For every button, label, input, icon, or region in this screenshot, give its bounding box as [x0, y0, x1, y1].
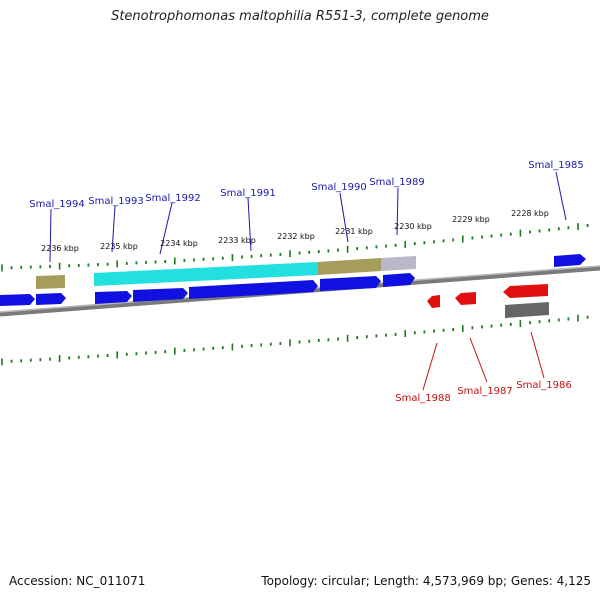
- gene-label-smal-1994: Smal_1994: [29, 199, 84, 210]
- scale-label: 2232 kbp: [277, 232, 315, 241]
- scale-label: 2236 kbp: [41, 244, 79, 253]
- accession-text: Accession: NC_011071: [9, 574, 146, 588]
- forward-gene-arrow: [383, 273, 415, 287]
- gene-label-smal-1989: Smal_1989: [369, 177, 424, 188]
- forward-gene-labels: Smal_1994 Smal_1993 Smal_1992 Smal_1991 …: [29, 160, 583, 210]
- reverse-gene-labels: Smal_1988 Smal_1987 Smal_1986: [395, 380, 571, 404]
- gene-label-smal-1991: Smal_1991: [220, 188, 275, 199]
- dark-grey-feature: [505, 302, 549, 318]
- forward-gene-arrow: [36, 293, 66, 305]
- scale-label: 2229 kbp: [452, 215, 490, 224]
- forward-gene-arrow: [320, 276, 381, 291]
- scale-label: 2234 kbp: [160, 239, 198, 248]
- scale-label: 2230 kbp: [394, 222, 432, 231]
- reverse-gene-arrow: [455, 292, 476, 305]
- scale-label: 2235 kbp: [100, 242, 138, 251]
- forward-gene-arrow: [554, 254, 586, 267]
- reverse-gene-arrow: [427, 295, 440, 308]
- gene-label-smal-1987: Smal_1987: [457, 386, 512, 397]
- gene-label-smal-1992: Smal_1992: [145, 193, 200, 204]
- forward-gene-arrow: [0, 294, 35, 306]
- scale-label: 2233 kbp: [218, 236, 256, 245]
- gene-label-smal-1985: Smal_1985: [528, 160, 583, 171]
- gene-label-smal-1988: Smal_1988: [395, 393, 450, 404]
- scale-labels: 2236 kbp 2235 kbp 2234 kbp 2233 kbp 2232…: [41, 209, 549, 253]
- olive-feature-right: [318, 258, 381, 275]
- forward-scale-ticks: [1, 223, 589, 272]
- cyan-feature: [94, 262, 318, 286]
- map-title: Stenotrophomonas maltophilia R551-3, com…: [111, 9, 489, 24]
- label-leader-lines: [49, 171, 567, 391]
- forward-gene-arrow: [95, 291, 132, 304]
- forward-gene-arrow: [189, 280, 318, 299]
- forward-gene-arrow: [133, 288, 188, 302]
- genome-summary-text: Topology: circular; Length: 4,573,969 bp…: [261, 574, 591, 588]
- reverse-scale-ticks: [1, 314, 589, 366]
- grey-feature: [381, 256, 416, 271]
- gene-label-smal-1993: Smal_1993: [88, 196, 143, 207]
- gene-label-smal-1990: Smal_1990: [311, 182, 366, 193]
- olive-feature-left: [36, 275, 65, 289]
- reverse-gene-arrow: [503, 284, 548, 298]
- scale-label: 2231 kbp: [335, 227, 373, 236]
- gene-label-smal-1986: Smal_1986: [516, 380, 571, 391]
- scale-label: 2228 kbp: [511, 209, 549, 218]
